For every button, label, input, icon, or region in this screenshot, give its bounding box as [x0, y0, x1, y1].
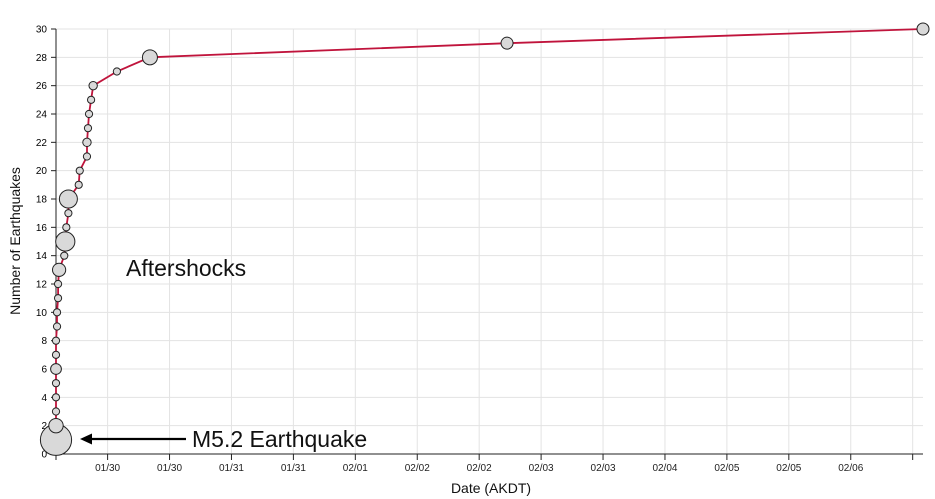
x-tick-label: 01/30	[95, 463, 120, 474]
earthquake-point	[52, 308, 62, 317]
y-tick-label: 10	[36, 308, 48, 319]
earthquake-point	[60, 251, 69, 260]
y-tick-label: 6	[41, 365, 47, 376]
earthquake-point	[51, 336, 61, 345]
x-tick-label: 02/02	[405, 463, 430, 474]
x-axis: 01/30 01/30 01/31 01/31 02/01 02/02 02/02 02/03…	[55, 453, 923, 474]
x-tick-label: 01/30	[157, 463, 182, 474]
y-tick-label: 8	[41, 336, 47, 347]
earthquake-point	[51, 379, 61, 388]
earthquake-point	[86, 95, 96, 104]
earthquake-point	[88, 80, 98, 91]
y-tick-label: 26	[36, 81, 48, 92]
earthquake-point	[64, 209, 73, 218]
x-axis-label: Date (AKDT)	[451, 480, 531, 496]
y-tick-label: 16	[36, 223, 48, 234]
earthquake-point	[112, 67, 121, 76]
mainshock-arrowhead	[80, 433, 92, 445]
y-tick-label: 30	[36, 25, 48, 36]
cumulative-count-line	[55, 28, 924, 440]
y-tick-label: 28	[36, 53, 48, 64]
earthquake-point	[50, 363, 62, 375]
earthquake-point	[84, 109, 94, 119]
y-axis-label: Number of Earthquakes	[7, 167, 23, 315]
y-tick-label: 14	[36, 251, 48, 262]
earthquake-point	[51, 393, 61, 402]
earthquake-point	[62, 223, 71, 232]
earthquake-point	[75, 166, 84, 175]
x-tick-label: 02/01	[343, 463, 368, 474]
x-tick-label: 02/05	[714, 463, 739, 474]
x-tick-label: 02/03	[529, 463, 554, 474]
aftershocks-annotation: Aftershocks	[126, 255, 246, 281]
mainshock-annotation: M5.2 Earthquake	[192, 426, 367, 452]
y-tick-label: 20	[36, 166, 48, 177]
earthquake-point	[48, 417, 64, 434]
earthquake-point	[51, 350, 61, 359]
earthquake-point	[74, 180, 83, 189]
y-tick-label: 2	[41, 421, 47, 432]
gridlines	[55, 28, 923, 455]
earthquake-point	[51, 262, 67, 277]
earthquake-point	[83, 124, 93, 133]
earthquake-point	[82, 137, 92, 148]
earthquake-point	[82, 152, 92, 161]
y-tick-label: 12	[36, 280, 48, 291]
y-tick-label: 22	[36, 138, 48, 149]
x-tick-label: 02/04	[652, 463, 677, 474]
y-tick-label: 24	[36, 110, 48, 121]
x-tick-label: 02/03	[591, 463, 616, 474]
earthquake-point	[53, 279, 63, 289]
earthquake-points	[39, 22, 930, 456]
earthquake-point	[55, 231, 76, 252]
earthquake-point	[141, 49, 158, 66]
y-tick-label: 0	[41, 450, 47, 461]
earthquake-point	[53, 294, 63, 303]
earthquake-point	[51, 407, 61, 416]
earthquake-point	[58, 189, 78, 209]
earthquake-point	[52, 322, 62, 331]
x-tick-label: 02/05	[776, 463, 801, 474]
x-tick-label: 01/31	[219, 463, 244, 474]
x-tick-label: 02/02	[467, 463, 492, 474]
x-tick-label: 01/31	[281, 463, 306, 474]
x-tick-label: 02/06	[838, 463, 863, 474]
y-tick-label: 4	[41, 393, 47, 404]
y-tick-label: 18	[36, 195, 48, 206]
earthquake-point	[500, 36, 514, 50]
earthquake-point	[916, 22, 930, 36]
